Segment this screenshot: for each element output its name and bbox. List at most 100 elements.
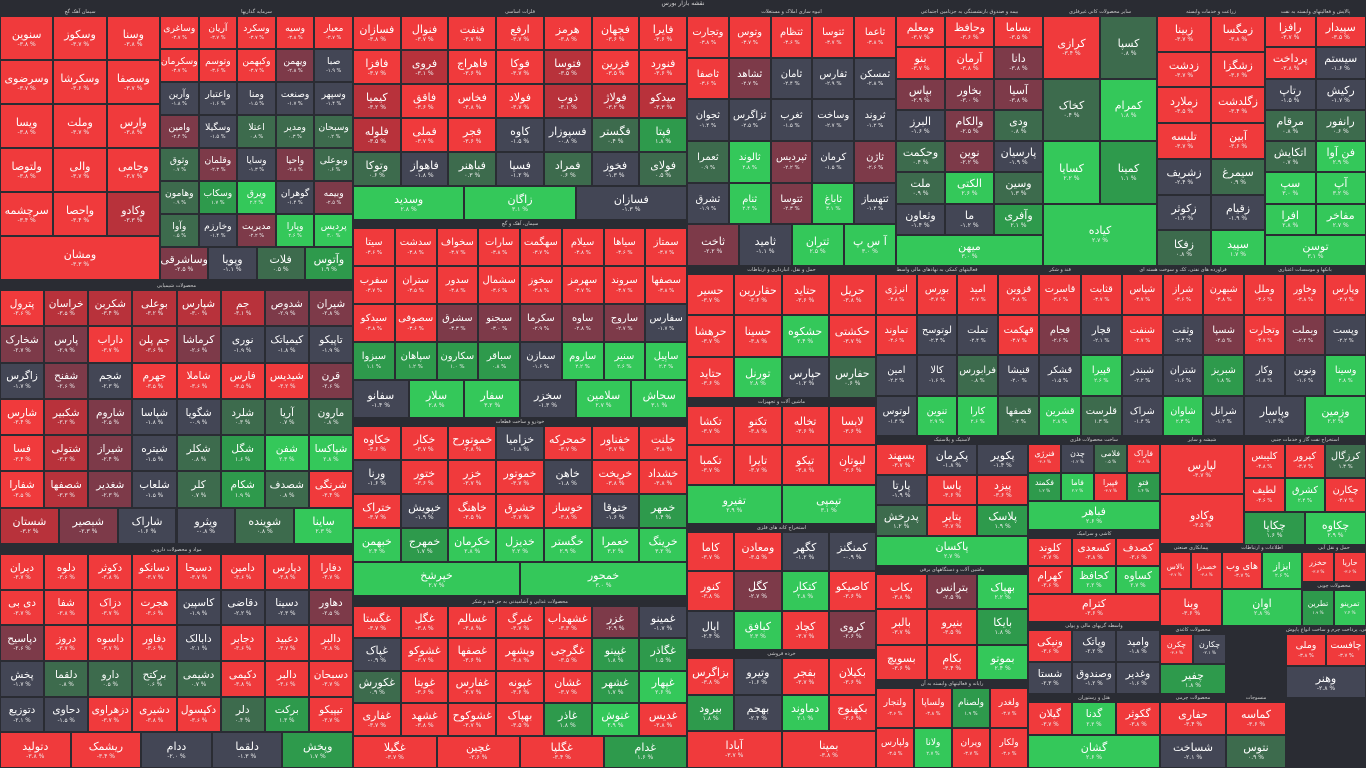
stock-tile[interactable]: بنیرو -۳.۵ % [926,609,978,645]
stock-tile[interactable]: داسوه -۳.۷ % [88,625,133,661]
stock-tile[interactable]: الکتی ۲.۶ % [945,172,994,204]
stock-tile[interactable]: شبهرن -۳.۸ % [1203,274,1244,315]
stock-tile[interactable]: دسبحا -۳.۷ % [176,554,221,590]
stock-tile[interactable]: شفارا -۳.۵ % [0,471,45,508]
stock-tile[interactable]: وتوسم -۳.۶ % [198,49,238,82]
stock-tile[interactable]: بخاور -۳.۰ % [945,78,994,110]
stock-tile[interactable]: ددام -۲.۰ % [141,732,212,768]
stock-tile[interactable]: کسعدی -۳.۸ % [1072,538,1116,566]
stock-tile[interactable]: خرینگ ۳.۲ % [639,528,687,562]
stock-tile[interactable]: ختراک -۳.۷ % [353,494,401,528]
stock-tile[interactable]: خمحور ۳.۰ % [520,562,687,596]
stock-tile[interactable]: خپرشخ ۲.۷ % [353,562,520,596]
stock-tile[interactable]: دسینا -۲.۳ % [264,589,309,626]
stock-tile[interactable]: رانفور ۰.۶ % [1315,109,1366,141]
stock-tile[interactable]: حتاید -۳.۶ % [781,274,829,316]
stock-tile[interactable]: آریا ۰.۷ % [264,398,309,436]
stock-tile[interactable]: غدیس -۳.۸ % [639,703,687,736]
stock-tile[interactable]: شکبیر -۳.۲ % [44,398,89,436]
stock-tile[interactable]: شلرد ۰.۳ % [220,398,265,436]
stock-tile[interactable]: قزوین -۳.۸ % [998,274,1040,315]
stock-tile[interactable]: ومعلم -۳.۷ % [896,16,945,48]
stock-tile[interactable]: غپاک -۰.۹ % [353,638,401,671]
stock-tile[interactable]: دلقما ۰.۸ % [44,661,89,697]
stock-tile[interactable]: بالبر -۳.۷ % [876,609,927,645]
stock-tile[interactable]: دحاوی -۱.۵ % [44,696,89,733]
stock-tile[interactable]: سفار ۳.۲ % [464,380,520,418]
stock-tile[interactable]: تیکو -۳.۸ % [781,445,829,485]
stock-tile[interactable]: شگل ۱.۶ % [220,435,265,472]
stock-tile[interactable]: برکت ۱.۳ % [264,696,309,733]
stock-tile[interactable]: کنور -۳.۸ % [687,571,735,611]
stock-tile[interactable]: غشان -۳.۷ % [543,670,592,704]
stock-tile[interactable]: فرابورس ۰.۸ % [957,355,998,396]
stock-tile[interactable]: دروز -۳.۷ % [44,625,89,661]
stock-tile[interactable]: والی -۳.۷ % [53,148,107,192]
stock-tile[interactable]: بموتو ۲.۴ % [977,644,1028,680]
stock-tile[interactable]: حشکوه ۲.۴ % [781,315,829,357]
stock-tile[interactable]: فکمند ۱.۲ % [1028,472,1061,502]
stock-tile[interactable]: انرژی -۳.۸ % [876,274,917,315]
stock-tile[interactable]: شپاسا -۱.۸ % [132,398,177,436]
stock-tile[interactable]: چکاوه ۲.۹ % [1305,512,1366,546]
stock-tile[interactable]: سکرما -۲.۹ % [520,304,562,342]
stock-tile[interactable]: پسهند -۳.۷ % [876,444,927,475]
stock-tile[interactable]: غویتا -۳.۶ % [400,670,449,704]
stock-tile[interactable]: هرمز -۳.۸ % [543,16,592,50]
stock-tile[interactable]: قثابت -۳.۷ % [1080,274,1122,315]
stock-tile[interactable]: وبملت -۲.۴ % [1284,314,1326,355]
stock-tile[interactable]: وخاور -۳.۸ % [1284,274,1326,315]
stock-tile[interactable]: تورنل ۲.۸ % [734,356,782,398]
stock-tile[interactable]: دلقما -۱.۳ % [211,732,283,768]
stock-tile[interactable]: دزاک -۳.۷ % [88,589,133,626]
stock-tile[interactable]: وقلمان -۲.۳ % [198,148,238,181]
stock-tile[interactable]: کهرام -۳.۶ % [1028,566,1072,594]
stock-tile[interactable]: دفاور -۳.۶ % [132,625,177,661]
stock-tile[interactable]: سشرق -۳.۳ % [436,304,479,342]
stock-tile[interactable]: قچار -۲.۱ % [1080,314,1122,355]
stock-tile[interactable]: شخارک -۲.۷ % [0,326,45,363]
stock-tile[interactable]: مرقام ۰.۸ % [1265,109,1316,141]
stock-tile[interactable]: شتران -۱.۶ % [1162,355,1204,396]
stock-tile[interactable]: صبا -۱.۹ % [314,49,353,82]
stock-tile[interactable]: رافزا -۳.۷ % [1265,16,1316,48]
stock-tile[interactable]: پکویر -۱.۴ % [977,444,1028,475]
stock-tile[interactable]: شتولی -۳.۲ % [44,435,89,472]
stock-tile[interactable]: واعتبار -۱.۶ % [198,82,238,115]
stock-tile[interactable]: خموتورح -۳.۸ % [448,426,497,460]
stock-tile[interactable]: کگهر -۱.۲ % [781,532,829,572]
stock-tile[interactable]: وخارزم -۱.۴ % [198,214,238,247]
stock-tile[interactable]: پکرمان -۱.۸ % [926,444,978,475]
stock-tile[interactable]: سباقر ۰.۸ % [478,342,520,380]
stock-tile[interactable]: ثروند -۱.۲ % [854,99,896,141]
stock-tile[interactable]: سیلام -۳.۸ % [561,228,604,266]
stock-tile[interactable]: وسایا -۱.۳ % [237,148,276,181]
stock-tile[interactable]: افرا ۲.۸ % [1265,203,1316,235]
stock-tile[interactable]: دسبحان -۳.۷ % [308,661,353,697]
stock-tile[interactable]: دکپسول -۳.۶ % [176,696,221,733]
stock-tile[interactable]: وتوس -۳.۷ % [728,16,771,58]
stock-tile[interactable]: شاملا -۳.۶ % [176,362,221,399]
stock-tile[interactable]: خاهنگ -۳.۵ % [448,494,497,528]
stock-tile[interactable]: آریان -۳.۷ % [198,16,238,49]
stock-tile[interactable]: ثالوند ۲.۸ % [728,141,771,183]
stock-tile[interactable]: وپارا ۲.۶ % [275,214,315,247]
stock-tile[interactable]: وساخت -۲.۷ % [812,99,855,141]
stock-tile[interactable]: سنیر ۲.۶ % [603,342,646,380]
stock-tile[interactable]: کتکار ۲.۸ % [781,571,829,611]
stock-tile[interactable]: کسایا ۲.۲ % [1043,141,1100,204]
stock-tile[interactable]: امید -۳.۷ % [957,274,998,315]
stock-tile[interactable]: ملت ۰.۹ % [896,172,945,204]
stock-tile[interactable]: سیتا -۳.۶ % [353,228,395,266]
stock-tile[interactable]: بیرود ۱.۸ % [687,694,735,732]
stock-tile[interactable]: چکرن -۳.۶ % [1160,634,1193,664]
stock-tile[interactable]: واحصا -۳.۴ % [53,192,107,236]
stock-tile[interactable]: وپارس -۳.۷ % [1325,274,1366,315]
stock-tile[interactable]: ولانا ۲.۷ % [914,728,952,768]
stock-tile[interactable]: گوهران -۱.۴ % [275,181,315,214]
stock-tile[interactable]: تکنو -۳.۸ % [734,406,782,446]
stock-tile[interactable]: وتجارت -۳.۸ % [687,16,729,58]
stock-tile[interactable]: بورس -۳.۷ % [916,274,958,315]
stock-tile[interactable]: سدور -۳.۸ % [436,266,479,304]
stock-tile[interactable]: اپال -۲.۴ % [687,610,735,650]
